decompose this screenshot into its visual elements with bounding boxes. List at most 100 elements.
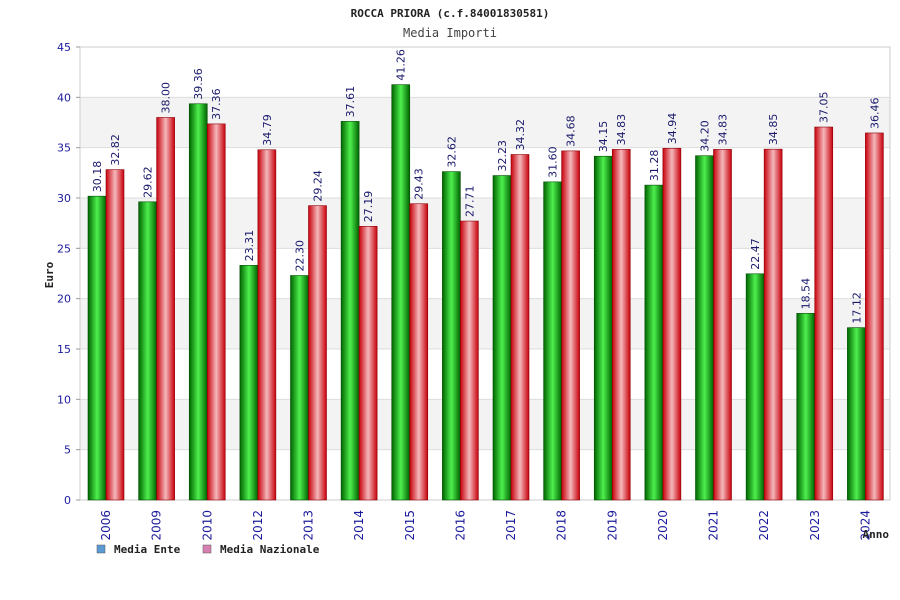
- value-label: 36.46: [868, 97, 881, 129]
- y-tick-label: 35: [57, 142, 71, 155]
- y-tick-label: 15: [57, 343, 71, 356]
- bar-media-ente-2023: [796, 313, 816, 501]
- bar-media-nazionale-2013: [308, 205, 327, 501]
- x-tick-label: 2024: [858, 510, 872, 541]
- bar-media-ente-2014: [340, 121, 360, 501]
- bars: [87, 84, 884, 501]
- value-label: 37.36: [210, 88, 223, 120]
- bar-media-ente-2010: [188, 103, 208, 501]
- y-tick-label: 10: [57, 393, 71, 406]
- bar-media-nazionale-2014: [358, 225, 378, 501]
- bar-media-nazionale-2010: [206, 123, 226, 501]
- y-tick-label: 0: [64, 494, 71, 507]
- grid-band: [80, 47, 890, 98]
- x-tick-label: 2019: [605, 510, 619, 541]
- value-label: 37.61: [344, 86, 357, 118]
- bar-media-nazionale-2009: [156, 117, 175, 501]
- legend-label-media-ente: Media Ente: [114, 543, 181, 556]
- bar-media-nazionale-2006: [105, 169, 125, 501]
- y-tick-label: 5: [64, 444, 71, 457]
- value-label: 29.62: [142, 166, 155, 198]
- value-label: 22.30: [294, 240, 307, 272]
- x-axis-ticks: 2006 2009 2010 2012 2013 2014 2015 2016 2017 2018…: [99, 510, 872, 541]
- value-label: 34.79: [261, 114, 274, 146]
- bar-media-nazionale-2024: [865, 132, 884, 501]
- bar-media-nazionale-2016: [460, 220, 479, 501]
- plot-frame: [79, 46, 891, 501]
- chart-subtitle: Media Importi: [403, 26, 497, 40]
- x-tick-label: 2017: [504, 510, 518, 541]
- bar-media-ente-2024: [847, 327, 866, 501]
- x-tick-label: 2013: [302, 510, 316, 541]
- value-label: 31.60: [547, 146, 560, 178]
- value-label: 32.62: [445, 136, 458, 168]
- value-label: 23.31: [243, 230, 256, 262]
- bar-media-nazionale-2012: [257, 149, 277, 501]
- value-label: 31.28: [648, 150, 661, 182]
- bar-media-nazionale-2017: [510, 154, 530, 501]
- value-label: 34.20: [699, 120, 712, 152]
- bar-media-nazionale-2021: [713, 149, 732, 501]
- value-label: 34.94: [666, 113, 679, 145]
- bar-media-nazionale-2023: [814, 126, 834, 501]
- y-tick-label: 40: [57, 91, 71, 104]
- value-label: 18.54: [800, 278, 813, 310]
- value-label: 17.12: [850, 292, 863, 324]
- value-label: 34.32: [514, 119, 527, 151]
- value-label: 22.47: [749, 238, 762, 270]
- bar-media-ente-2013: [290, 275, 309, 501]
- bar-media-ente-2019: [593, 155, 613, 501]
- x-tick-label: 2012: [251, 510, 265, 541]
- bar-media-nazionale-2019: [611, 149, 631, 501]
- y-tick-label: 45: [57, 41, 71, 54]
- legend-swatch-media-nazionale: [202, 544, 212, 554]
- legend-label-media-nazionale: Media Nazionale: [220, 543, 320, 556]
- value-label: 27.19: [362, 191, 375, 223]
- bar-media-nazionale-2020: [662, 147, 682, 501]
- value-label: 34.15: [597, 121, 610, 153]
- y-tick-label: 25: [57, 242, 71, 255]
- x-tick-label: 2022: [757, 510, 771, 541]
- value-label: 37.05: [818, 92, 831, 124]
- bar-media-ente-2016: [442, 171, 461, 501]
- y-axis-label: Euro: [43, 261, 56, 288]
- bar-media-ente-2022: [745, 273, 765, 501]
- value-label: 29.43: [413, 168, 426, 200]
- chart-title: ROCCA PRIORA (c.f.84001830581): [351, 7, 550, 20]
- bar-media-ente-2009: [138, 201, 157, 501]
- bar-media-nazionale-2015: [409, 203, 429, 501]
- value-label: 30.18: [91, 161, 104, 193]
- x-tick-label: 2006: [99, 510, 113, 541]
- value-label: 27.71: [463, 186, 476, 218]
- legend-swatch-media-ente: [96, 544, 106, 554]
- x-tick-label: 2010: [200, 510, 214, 541]
- x-tick-label: 2014: [352, 510, 366, 541]
- x-tick-label: 2023: [808, 510, 822, 541]
- value-label: 34.83: [615, 114, 628, 146]
- y-tick-label: 30: [57, 192, 71, 205]
- value-label: 38.00: [160, 82, 173, 114]
- bar-media-ente-2006: [87, 195, 107, 501]
- value-label: 29.24: [312, 170, 325, 202]
- bar-media-ente-2012: [239, 265, 259, 501]
- value-label: 41.26: [395, 49, 408, 81]
- x-tick-label: 2021: [707, 510, 721, 541]
- x-tick-label: 2020: [656, 510, 670, 541]
- bar-media-nazionale-2018: [561, 150, 580, 501]
- bar-media-ente-2017: [492, 175, 512, 501]
- value-label: 32.23: [496, 140, 509, 172]
- value-label: 39.36: [192, 68, 205, 100]
- bar-media-ente-2018: [543, 181, 562, 501]
- value-label: 34.68: [565, 115, 578, 147]
- bar-media-nazionale-2022: [763, 148, 783, 501]
- y-axis-ticks: 0 5 10 15 20 25 30 35 40 45: [57, 41, 80, 507]
- x-tick-label: 2009: [150, 510, 164, 541]
- x-tick-label: 2015: [403, 510, 417, 541]
- x-tick-label: 2018: [555, 510, 569, 541]
- value-label: 34.83: [717, 114, 730, 146]
- value-label: 34.85: [767, 114, 780, 146]
- bar-media-ente-2020: [644, 184, 664, 501]
- value-label: 32.82: [109, 134, 122, 166]
- x-tick-label: 2016: [453, 510, 467, 541]
